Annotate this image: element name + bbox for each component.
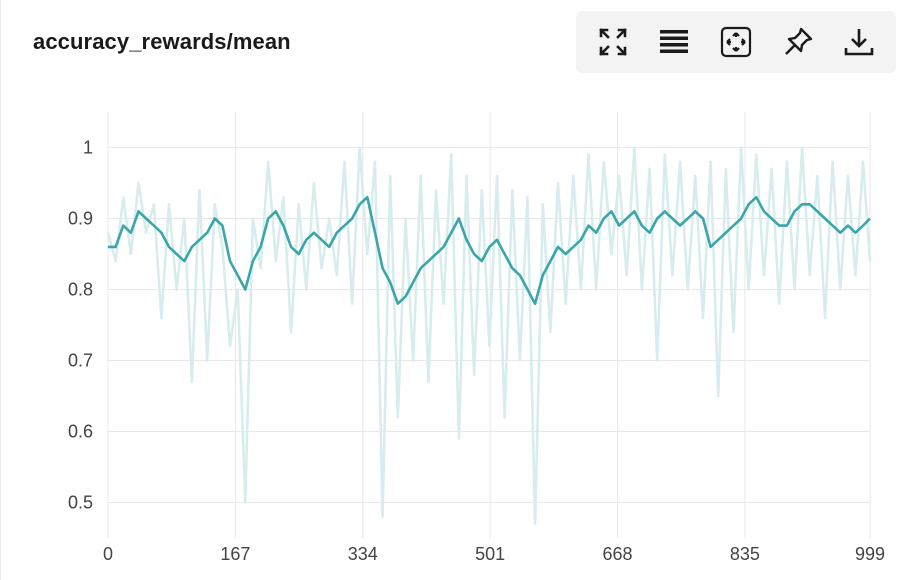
fullscreen-icon	[598, 28, 627, 56]
y-tick-label: 1	[83, 138, 93, 158]
x-tick-label: 999	[855, 544, 885, 564]
smoothed-series-line	[108, 195, 871, 305]
x-tick-label: 334	[348, 544, 378, 564]
fullscreen-button[interactable]	[592, 21, 634, 63]
x-tick-label: 668	[603, 544, 633, 564]
y-tick-label: 0.7	[68, 351, 93, 371]
x-tick-label: 501	[475, 544, 505, 564]
download-button[interactable]	[838, 21, 880, 63]
fit-to-view-icon	[720, 26, 752, 58]
x-tick-label: 0	[103, 544, 113, 564]
raw-series-line	[106, 146, 872, 526]
y-tick-label: 0.8	[68, 280, 93, 300]
x-tick-label: 167	[220, 544, 250, 564]
pin-button[interactable]	[777, 21, 819, 63]
chart-toolbar	[576, 11, 896, 73]
x-tick-label: 835	[730, 544, 760, 564]
y-tick-label: 0.5	[68, 493, 93, 513]
chart-title: accuracy_rewards/mean	[33, 29, 291, 54]
y-tick-label: 0.6	[68, 422, 93, 442]
pin-icon	[784, 27, 812, 55]
list-view-button[interactable]	[653, 21, 695, 63]
y-tick-label: 0.9	[68, 209, 93, 229]
grid	[107, 112, 871, 538]
fit-to-view-button[interactable]	[715, 21, 757, 63]
download-icon	[844, 29, 874, 56]
list-icon	[660, 30, 689, 53]
